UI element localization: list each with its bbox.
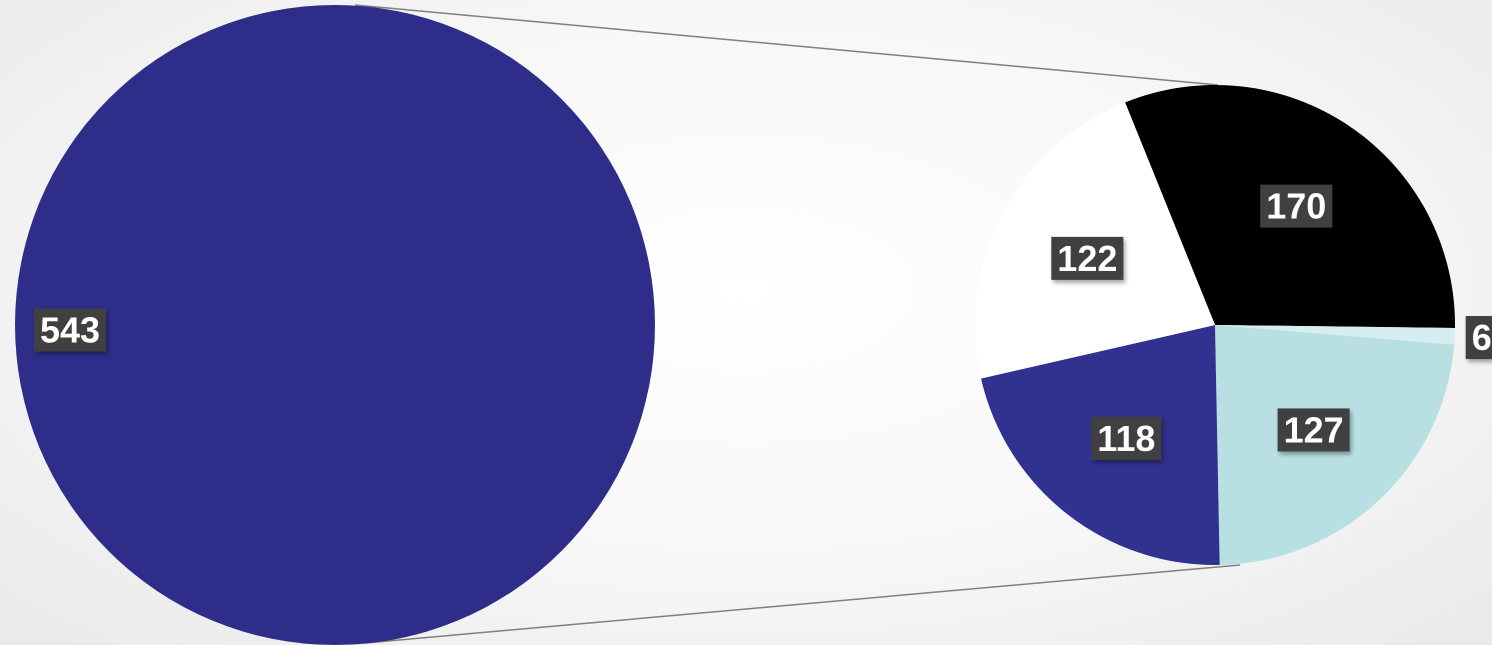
svg-text:6: 6 bbox=[1472, 317, 1492, 358]
secondary-pie-slice bbox=[1215, 325, 1455, 345]
main-pie-slice bbox=[15, 5, 655, 645]
data-label: 543 bbox=[33, 308, 107, 352]
data-label: 6 bbox=[1465, 316, 1492, 360]
data-label: 170 bbox=[1260, 184, 1333, 228]
svg-text:170: 170 bbox=[1266, 186, 1326, 227]
data-label: 122 bbox=[1051, 236, 1124, 280]
secondary-pie bbox=[975, 84, 1455, 565]
svg-text:122: 122 bbox=[1057, 238, 1117, 279]
data-labels: 543 170 6 127 118 122 bbox=[33, 184, 1492, 460]
svg-text:118: 118 bbox=[1097, 418, 1155, 459]
data-label: 118 bbox=[1091, 416, 1162, 460]
svg-text:127: 127 bbox=[1284, 409, 1344, 450]
svg-text:543: 543 bbox=[40, 310, 100, 351]
connector-line-top bbox=[354, 4, 1219, 86]
data-label: 127 bbox=[1277, 408, 1350, 452]
connector-line-bottom bbox=[364, 564, 1241, 644]
main-pie bbox=[15, 5, 655, 645]
connector-lines bbox=[354, 4, 1241, 644]
